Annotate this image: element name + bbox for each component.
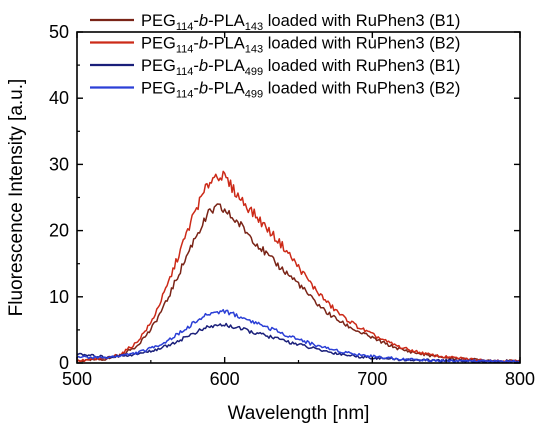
series-line-2 bbox=[76, 170, 521, 363]
x-tick-label: 600 bbox=[210, 369, 240, 389]
y-tick-label: 30 bbox=[49, 154, 69, 174]
x-tick-label: 500 bbox=[62, 369, 92, 389]
x-axis-title: Wavelength [nm] bbox=[228, 403, 370, 424]
legend-entry-1: PEG114-b-PLA143 loaded with RuPhen3 (B1) bbox=[90, 12, 460, 33]
series-line-4 bbox=[76, 308, 521, 364]
y-tick-label: 20 bbox=[49, 221, 69, 241]
y-tick-label: 10 bbox=[49, 287, 69, 307]
series-line-1 bbox=[76, 203, 521, 363]
legend-entry-2: PEG114-b-PLA143 loaded with RuPhen3 (B2) bbox=[90, 35, 460, 56]
y-axis-title: Fluorescence Intensity [a.u.] bbox=[6, 79, 27, 317]
legend-label: PEG114-b-PLA499 loaded with RuPhen3 (B2) bbox=[141, 80, 460, 101]
x-tick-label: 700 bbox=[357, 369, 387, 389]
ticks-layer: 500 600 700 800 0 10 20 30 40 50 bbox=[49, 22, 535, 389]
legend-label: PEG114-b-PLA143 loaded with RuPhen3 (B2) bbox=[141, 35, 460, 56]
legend-entry-4: PEG114-b-PLA499 loaded with RuPhen3 (B2) bbox=[90, 80, 460, 101]
y-tick-label: 40 bbox=[49, 88, 69, 108]
series-line-3 bbox=[76, 322, 521, 364]
x-tick-label: 800 bbox=[505, 369, 535, 389]
y-tick-label: 0 bbox=[59, 353, 69, 373]
legend-label: PEG114-b-PLA143 loaded with RuPhen3 (B1) bbox=[141, 12, 460, 33]
legend-label: PEG114-b-PLA499 loaded with RuPhen3 (B1) bbox=[141, 57, 460, 78]
legend: PEG114-b-PLA143 loaded with RuPhen3 (B1)… bbox=[90, 12, 460, 101]
y-tick-label: 50 bbox=[49, 22, 69, 42]
series-layer bbox=[76, 170, 521, 364]
legend-entry-3: PEG114-b-PLA499 loaded with RuPhen3 (B1) bbox=[90, 57, 460, 78]
